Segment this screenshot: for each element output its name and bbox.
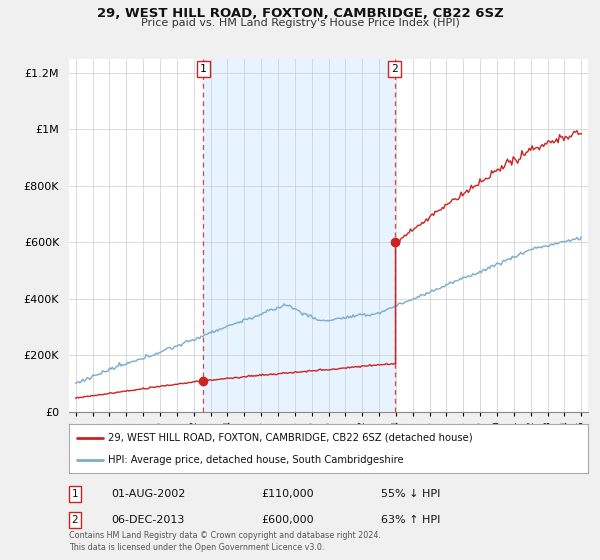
Bar: [203, 59, 395, 412]
Text: HPI: Average price, detached house, South Cambridgeshire: HPI: Average price, detached house, Sout…: [108, 455, 404, 465]
Text: 2: 2: [391, 64, 398, 74]
Text: Contains HM Land Registry data © Crown copyright and database right 2024.
This d: Contains HM Land Registry data © Crown c…: [69, 531, 381, 552]
Text: 1: 1: [71, 489, 79, 499]
Text: 55% ↓ HPI: 55% ↓ HPI: [381, 489, 440, 499]
Text: 29, WEST HILL ROAD, FOXTON, CAMBRIDGE, CB22 6SZ: 29, WEST HILL ROAD, FOXTON, CAMBRIDGE, C…: [97, 7, 503, 20]
Text: 63% ↑ HPI: 63% ↑ HPI: [381, 515, 440, 525]
Text: 29, WEST HILL ROAD, FOXTON, CAMBRIDGE, CB22 6SZ (detached house): 29, WEST HILL ROAD, FOXTON, CAMBRIDGE, C…: [108, 433, 473, 443]
Text: Price paid vs. HM Land Registry's House Price Index (HPI): Price paid vs. HM Land Registry's House …: [140, 18, 460, 28]
Text: 1: 1: [200, 64, 207, 74]
Text: 2: 2: [71, 515, 79, 525]
Text: £110,000: £110,000: [261, 489, 314, 499]
Text: 01-AUG-2002: 01-AUG-2002: [111, 489, 185, 499]
Text: 06-DEC-2013: 06-DEC-2013: [111, 515, 184, 525]
Text: £600,000: £600,000: [261, 515, 314, 525]
